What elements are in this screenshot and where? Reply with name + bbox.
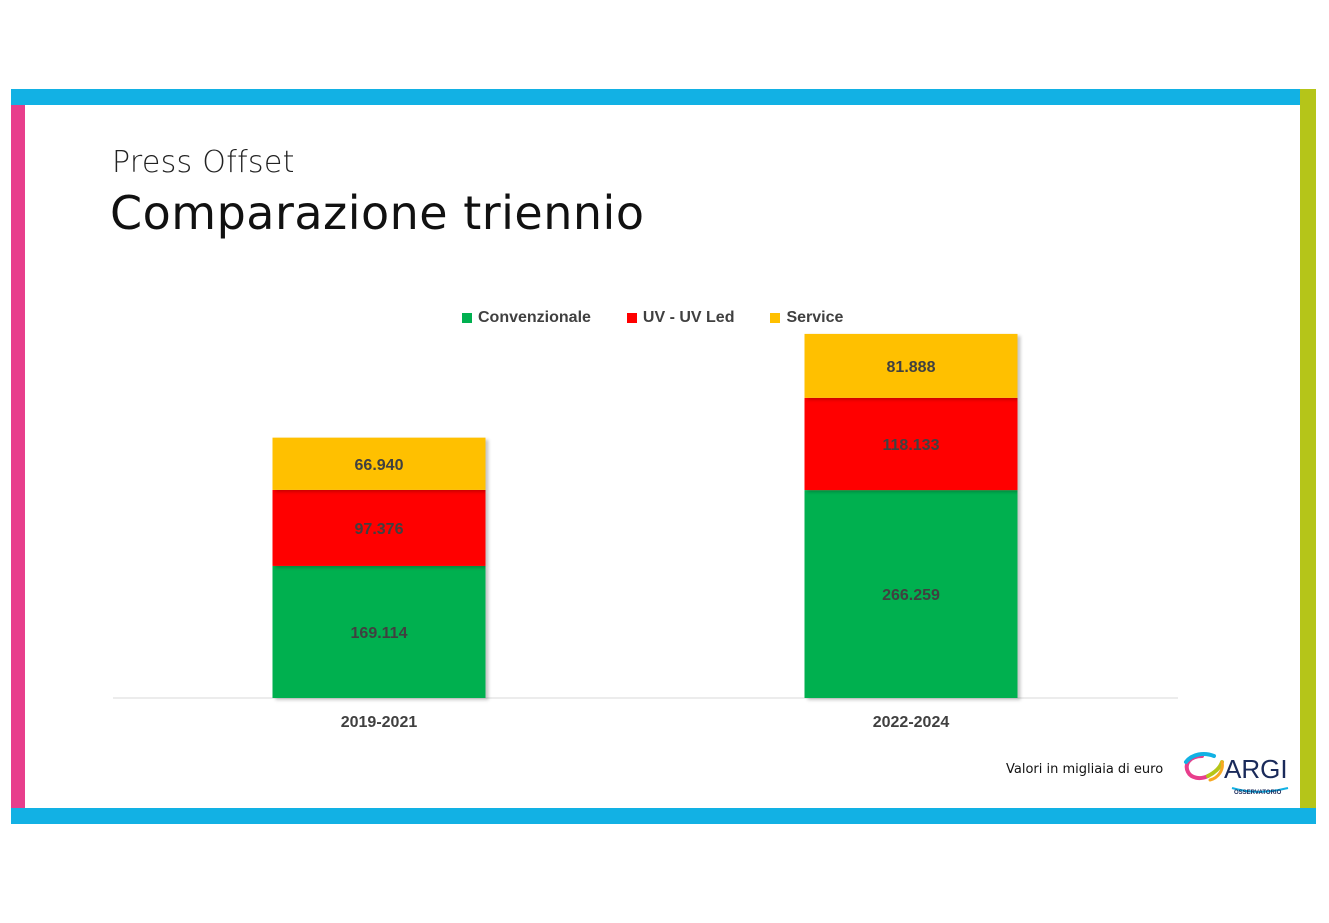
frame-right-bar bbox=[1300, 89, 1316, 808]
argi-logo: ARGI OSSERVATORIO bbox=[1184, 752, 1289, 796]
data-label-3-category-2: 81.888 bbox=[887, 359, 936, 376]
data-label-1-category-1: 169.114 bbox=[351, 625, 408, 642]
data-label-2-category-1: 97.376 bbox=[355, 521, 404, 538]
bar-segment-2-category-2 bbox=[804, 397, 1018, 491]
frame-left-bar bbox=[11, 105, 25, 824]
bar-segment-1-category-1 bbox=[272, 565, 486, 698]
data-label-1-category-2: 266.259 bbox=[882, 587, 940, 604]
svg-text:ARGI: ARGI bbox=[1224, 754, 1288, 784]
legend-item-service: Service bbox=[770, 309, 843, 327]
slide-subtitle: Press Offset bbox=[112, 145, 295, 180]
frame-top-bar bbox=[11, 89, 1316, 105]
legend-label-uv: UV - UV Led bbox=[642, 309, 735, 326]
bars-group bbox=[272, 333, 1018, 698]
bar-segment-3-category-1 bbox=[272, 437, 486, 490]
data-label-3-category-1: 66.940 bbox=[355, 457, 404, 474]
bar-segment-3-category-2 bbox=[804, 333, 1018, 398]
legend-label-service: Service bbox=[786, 309, 844, 326]
slide-title: Comparazione triennio bbox=[110, 186, 645, 240]
legend-swatch-convenzionale bbox=[462, 313, 472, 323]
x-tick-label-2: 2022-2024 bbox=[873, 714, 950, 731]
legend-swatch-service bbox=[770, 313, 781, 323]
legend-label-convenzionale: Convenzionale bbox=[478, 309, 591, 326]
bar-segment-2-category-1 bbox=[272, 489, 486, 566]
x-tick-label-1: 2019-2021 bbox=[341, 714, 418, 731]
legend-item-uv: UV - UV Led bbox=[626, 309, 735, 327]
chart-legend: Convenzionale UV - UV Led Service bbox=[462, 309, 879, 327]
labels-group: 169.114 97.376 66.940 2019-2021 266.259 118.1… bbox=[341, 359, 950, 731]
frame-bottom-bar bbox=[11, 808, 1316, 824]
legend-swatch-uv bbox=[626, 313, 637, 323]
svg-text:OSSERVATORIO: OSSERVATORIO bbox=[1234, 790, 1282, 796]
data-label-2-category-2: 118.133 bbox=[883, 437, 940, 454]
units-note: Valori in migliaia di euro bbox=[1006, 762, 1164, 777]
legend-item-convenzionale: Convenzionale bbox=[462, 309, 591, 327]
bar-segment-1-category-2 bbox=[804, 490, 1018, 698]
